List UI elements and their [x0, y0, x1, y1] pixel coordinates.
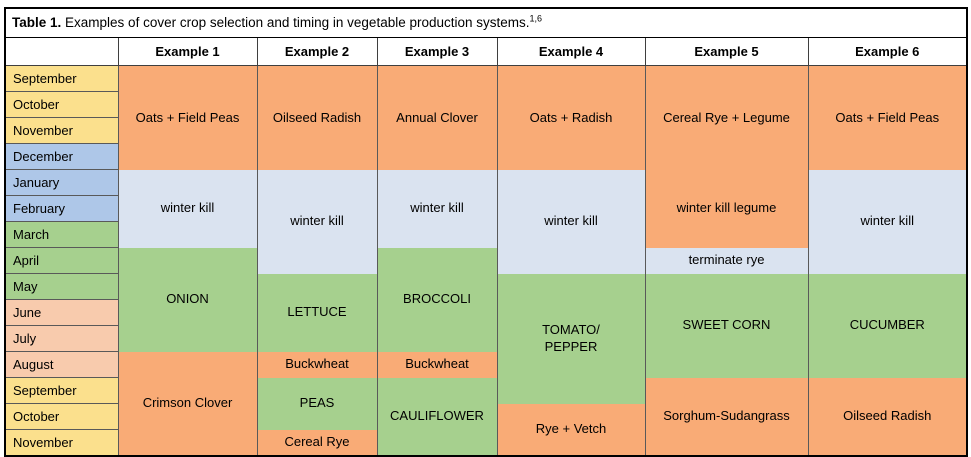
column-header-example-4: Example 4 — [496, 37, 646, 66]
month-row: June — [4, 299, 967, 326]
month-cell: December — [4, 143, 119, 170]
month-row: October — [4, 91, 967, 118]
column-header-example-2: Example 2 — [256, 37, 378, 66]
crop-cell: Oats + Field Peas — [117, 65, 258, 170]
column-header-example-3: Example 3 — [376, 37, 498, 66]
crop-cell: LETTUCE — [256, 273, 378, 352]
table-title: Table 1. Examples of cover crop selectio… — [5, 8, 968, 38]
month-row: February — [4, 195, 967, 222]
crop-cell: CUCUMBER — [807, 273, 968, 378]
header-row: Example 1 Example 2 Example 3 Example 4 … — [4, 37, 968, 66]
crop-cell: winter kill — [256, 169, 378, 274]
month-cell: July — [4, 325, 119, 352]
table-title-label: Table 1. — [12, 15, 62, 30]
crop-cell: winter kill — [807, 169, 968, 274]
crop-cell: Cereal Rye — [256, 429, 378, 456]
month-row: September Oats + Field Peas Oilseed Radi… — [4, 65, 968, 170]
month-row: September PEAS CAULIFLOWER Sorghum-Sudan… — [4, 377, 968, 456]
crop-cell: terminate rye — [644, 247, 809, 274]
month-cell: November — [4, 117, 119, 144]
crop-cell: TOMATO/ PEPPER — [496, 273, 646, 404]
crop-cell: winter kill legume — [644, 169, 809, 248]
month-cell: August — [4, 351, 119, 378]
month-row: July — [4, 325, 967, 352]
crop-cell: Buckwheat — [376, 351, 498, 378]
month-cell: May — [4, 273, 119, 300]
month-cell: February — [4, 195, 119, 222]
crop-cell: winter kill — [376, 169, 498, 248]
month-row: May LETTUCE TOMATO/ PEPPER SWEET CORN CU… — [4, 273, 968, 404]
table-title-text: Examples of cover crop selection and tim… — [61, 15, 530, 30]
crop-cell: Cereal Rye + Legume — [644, 65, 809, 170]
month-cell: September — [4, 377, 119, 404]
month-cell: November — [4, 429, 119, 457]
month-cell: April — [4, 247, 119, 274]
crop-cell: Crimson Clover — [117, 351, 258, 456]
crop-cell: BROCCOLI — [376, 247, 498, 352]
month-cell: September — [4, 65, 119, 92]
title-row: Table 1. Examples of cover crop selectio… — [5, 8, 968, 38]
crop-cell: PEAS — [256, 377, 378, 430]
month-row: January winter kill winter kill winter k… — [4, 169, 968, 274]
month-row: November Cereal Rye — [4, 429, 967, 457]
crop-cell: Annual Clover — [376, 65, 498, 170]
corner-cell — [4, 37, 119, 66]
crop-cell: CAULIFLOWER — [376, 377, 498, 456]
month-cell: January — [4, 169, 119, 196]
crop-cell: Buckwheat — [256, 351, 378, 378]
column-header-example-6: Example 6 — [807, 37, 968, 66]
crop-cell: Rye + Vetch — [496, 403, 646, 456]
month-row: November — [4, 117, 967, 144]
month-row: April ONION BROCCOLI terminate rye — [4, 247, 967, 352]
crop-cell: Sorghum-Sudangrass — [644, 377, 809, 456]
table-title-footnote-superscript: 1,6 — [529, 13, 543, 24]
crop-cell: Oilseed Radish — [807, 377, 968, 456]
month-row: October Rye + Vetch — [4, 403, 967, 456]
cover-crop-table: Table 1. Examples of cover crop selectio… — [4, 7, 969, 457]
crop-cell: SWEET CORN — [644, 273, 809, 378]
month-cell: March — [4, 221, 119, 248]
crop-cell: winter kill — [117, 169, 258, 248]
month-row: March — [4, 221, 967, 248]
column-header-example-5: Example 5 — [644, 37, 809, 66]
crop-cell: ONION — [117, 247, 258, 352]
month-cell: October — [4, 91, 119, 118]
month-cell: June — [4, 299, 119, 326]
crop-cell: Oats + Radish — [496, 65, 646, 170]
column-header-example-1: Example 1 — [117, 37, 258, 66]
month-row: August Crimson Clover Buckwheat Buckwhea… — [4, 351, 967, 456]
crop-cell: Oilseed Radish — [256, 65, 378, 170]
month-cell: October — [4, 403, 119, 430]
crop-cell: winter kill — [496, 169, 646, 274]
crop-cell: Oats + Field Peas — [807, 65, 968, 170]
